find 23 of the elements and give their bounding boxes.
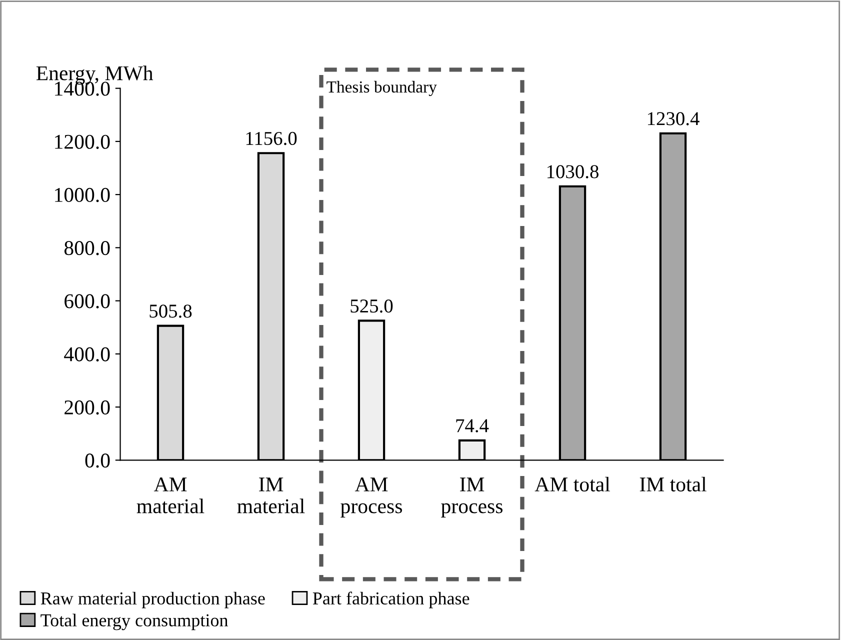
data-label: 505.8 [150, 304, 192, 318]
x-tick-label: IM material [237, 478, 305, 514]
x-tick-label: IM process [441, 478, 502, 518]
x-tick-label: AM material [136, 478, 204, 514]
data-label: 1156.0 [246, 132, 297, 146]
legend-label: Raw material production phase [40, 592, 265, 608]
data-label: 525.0 [350, 299, 393, 313]
x-tick-label: IM total [640, 476, 706, 492]
x-tick-label: AM total [534, 476, 610, 492]
legend-label: Total energy consumption [40, 614, 228, 630]
y-tick-label: 400.0 [64, 347, 110, 362]
legend-label: Part fabrication phase [312, 592, 470, 608]
data-label: 1230.4 [648, 112, 700, 126]
annotation: Thesis boundary [326, 80, 437, 96]
y-tick-label: 800.0 [64, 241, 110, 256]
y-tick-label: 0.0 [85, 454, 110, 468]
y-tick-label: 1000.0 [55, 188, 110, 202]
x-tick-label: AM process [340, 478, 402, 518]
y-tick-label: 600.0 [64, 294, 110, 308]
y-tick-label: 1200.0 [55, 134, 110, 149]
data-label: 1030.8 [547, 165, 599, 178]
data-label: 74.4 [456, 419, 489, 432]
y-tick-label: 200.0 [64, 400, 110, 415]
